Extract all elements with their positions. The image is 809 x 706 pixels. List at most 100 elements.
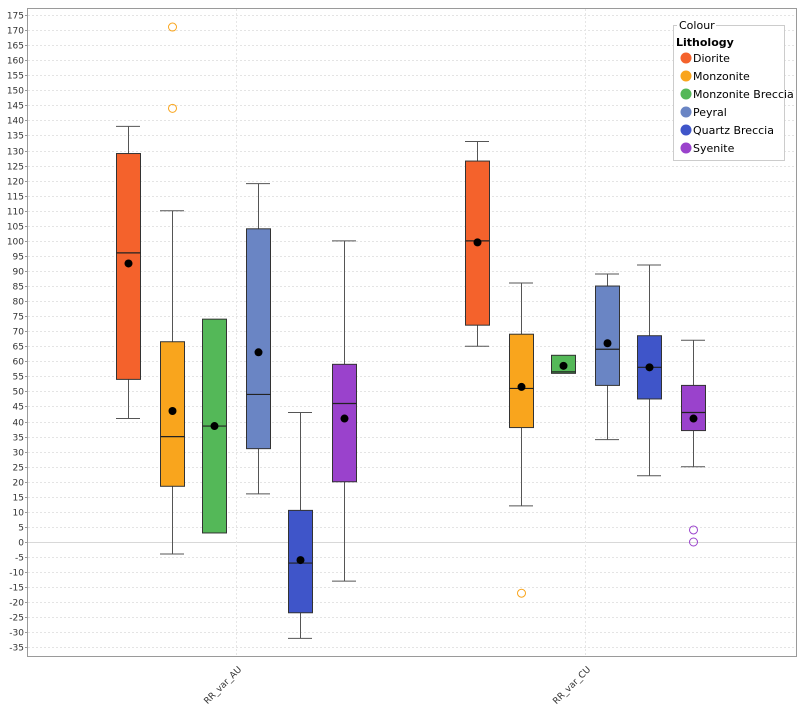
- outlier-point: [689, 537, 698, 547]
- y-tick-label: 85: [13, 283, 24, 293]
- y-tick-label: 15: [13, 494, 24, 504]
- legend-label: Peyral: [693, 106, 727, 119]
- y-tick-label: -25: [9, 614, 24, 624]
- outlier-point: [168, 22, 177, 32]
- y-tick-label: -30: [9, 629, 24, 639]
- legend-heading: Lithology: [676, 36, 734, 49]
- legend-swatch: [680, 142, 692, 154]
- y-tick-label: 95: [13, 253, 24, 263]
- y-tick-label: 175: [7, 12, 24, 22]
- box-syenite-rr_var_cu: [681, 339, 706, 547]
- box-diorite-rr_var_cu: [465, 140, 490, 347]
- mean-marker: [603, 339, 612, 348]
- y-tick-label: 125: [7, 163, 24, 173]
- legend-item-monzonite: Monzonite: [680, 70, 750, 83]
- y-tick-label: 110: [7, 208, 24, 218]
- y-tick-label: -5: [15, 554, 24, 564]
- legend-title-bg: [677, 19, 716, 31]
- y-tick-label: 45: [13, 403, 24, 413]
- legend-box: [673, 25, 785, 161]
- legend-item-syenite: Syenite: [680, 142, 735, 155]
- box-monzonite-breccia-rr_var_cu: [551, 354, 576, 374]
- box: [681, 384, 706, 432]
- y-tick-label: 155: [7, 72, 24, 82]
- mean-marker: [124, 259, 133, 268]
- outlier-point: [168, 103, 177, 113]
- box: [332, 363, 357, 483]
- plot-frame: [27, 8, 797, 657]
- y-tick-label: 5: [18, 524, 24, 534]
- box-monzonite-rr_var_au: [160, 22, 185, 555]
- legend-item-monzonite-breccia: Monzonite Breccia: [680, 88, 794, 101]
- y-tick-label: 30: [13, 449, 25, 459]
- category-label: RR_var_AU: [203, 665, 245, 706]
- legend-items: Diorite Monzonite Monzonite Breccia Peyral Q…: [680, 52, 794, 155]
- mean-marker: [210, 422, 219, 431]
- y-tick-label: 105: [7, 223, 24, 233]
- y-tick-label: 165: [7, 42, 24, 52]
- legend-label: Quartz Breccia: [693, 124, 774, 137]
- mean-marker: [689, 414, 698, 423]
- y-tick-label: 145: [7, 102, 24, 112]
- legend-swatch: [680, 70, 692, 82]
- legend-label: Monzonite Breccia: [693, 88, 794, 101]
- y-tick-label: 35: [13, 434, 24, 444]
- mean-marker: [517, 382, 526, 391]
- legend-item-quartz-breccia: Quartz Breccia: [680, 124, 774, 137]
- x-axis: RR_var_AU RR_var_CU: [203, 665, 594, 706]
- y-tick-label: 120: [7, 178, 24, 188]
- outlier-point: [689, 525, 698, 535]
- y-tick-label: 115: [7, 193, 24, 203]
- mean-marker: [473, 238, 482, 247]
- box-peyral-rr_var_au: [246, 183, 271, 495]
- y-tick-label: -15: [9, 584, 24, 594]
- category-label: RR_var_CU: [551, 665, 593, 706]
- legend-swatch: [680, 52, 692, 64]
- legend-item-peyral: Peyral: [680, 106, 727, 119]
- legend-label: Monzonite: [693, 70, 750, 83]
- mean-marker: [645, 363, 654, 372]
- y-tick-label: 80: [13, 298, 25, 308]
- legend-swatch: [680, 124, 692, 136]
- y-tick-label: 150: [7, 87, 24, 97]
- y-tick-label: 100: [7, 238, 24, 248]
- y-tick-label: 140: [7, 117, 24, 127]
- box-peyral-rr_var_cu: [595, 273, 620, 441]
- y-tick-label: 25: [13, 464, 24, 474]
- legend-swatch: [680, 88, 692, 100]
- mean-marker: [340, 414, 349, 423]
- mean-marker: [559, 361, 568, 370]
- box-diorite-rr_var_au: [116, 125, 141, 420]
- box-syenite-rr_var_au: [332, 240, 357, 582]
- box: [246, 228, 271, 450]
- outlier-point: [517, 588, 526, 598]
- y-tick-label: 60: [13, 358, 25, 368]
- y-tick-label: 40: [13, 419, 25, 429]
- box-monzonite-breccia-rr_var_au: [202, 318, 227, 534]
- box: [595, 285, 620, 386]
- box-quartz-breccia-rr_var_cu: [637, 264, 662, 477]
- mean-marker: [254, 348, 263, 357]
- legend-label: Diorite: [693, 52, 730, 65]
- y-tick-label: 160: [7, 57, 24, 67]
- box: [509, 333, 534, 429]
- box-monzonite-rr_var_cu: [509, 282, 534, 598]
- legend-label: Syenite: [693, 142, 735, 155]
- y-tick-label: -10: [9, 569, 24, 579]
- y-tick-label: 170: [7, 27, 24, 37]
- y-tick-label: 10: [13, 509, 25, 519]
- y-tick-label: 0: [18, 539, 24, 549]
- y-tick-label: 55: [13, 373, 24, 383]
- y-tick-label: 70: [13, 328, 25, 338]
- legend-swatch: [680, 106, 692, 118]
- box-quartz-breccia-rr_var_au: [288, 412, 313, 639]
- legend-title: Colour: [679, 19, 715, 32]
- y-axis: -35 -30 -25 -20 -15 -10 -5 0 5 10 15 20 25 30 35 40 45 50…: [7, 12, 28, 654]
- y-tick-label: 50: [13, 388, 25, 398]
- y-tick-label: 75: [13, 313, 24, 323]
- legend-item-diorite: Diorite: [680, 52, 730, 65]
- y-tick-label: 20: [13, 479, 25, 489]
- y-tick-label: 130: [7, 148, 24, 158]
- y-tick-label: -20: [9, 599, 24, 609]
